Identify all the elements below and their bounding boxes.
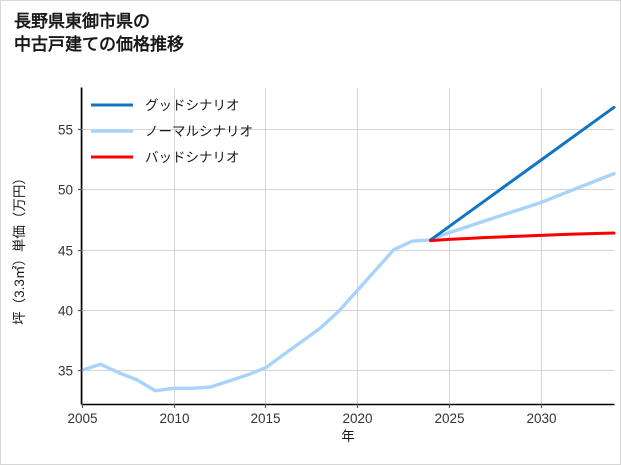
y-tick-label: 55: [58, 123, 73, 138]
y-gridlines: [82, 129, 614, 371]
page-title: 長野県東御市県の 中古戸建ての価格推移: [14, 12, 184, 54]
x-gridlines: [82, 88, 542, 404]
y-tick-label: 40: [58, 304, 73, 319]
legend-label-1: ノーマルシナリオ: [145, 124, 253, 139]
series-lines: [80, 105, 616, 393]
y-tick-label: 35: [58, 364, 73, 379]
legend-label-0: グッドシナリオ: [145, 98, 240, 113]
x-tick-label: 2005: [67, 411, 97, 426]
series-line-2: [429, 231, 616, 243]
x-axis-title: 年: [341, 429, 355, 444]
x-tick-label: 2025: [434, 411, 464, 426]
axis-spines: [80, 87, 615, 406]
y-tick-label: 45: [58, 244, 73, 259]
legend-label-2: バッドシナリオ: [145, 150, 240, 165]
x-tick-label: 2020: [342, 411, 372, 426]
series-line-0: [429, 105, 616, 242]
x-axis-ticks: 2005 2010 2015 2020 2025 2030: [67, 404, 557, 426]
y-axis-title: 坪（3.3㎡）単価（万円）: [12, 171, 27, 325]
y-axis-ticks: 35 40 45 50 55: [58, 123, 82, 379]
x-tick-label: 2015: [250, 411, 280, 426]
x-tick-label: 2010: [159, 411, 189, 426]
series-line-1: [80, 171, 616, 393]
y-tick-label: 50: [58, 183, 73, 198]
x-tick-label: 2030: [526, 411, 556, 426]
